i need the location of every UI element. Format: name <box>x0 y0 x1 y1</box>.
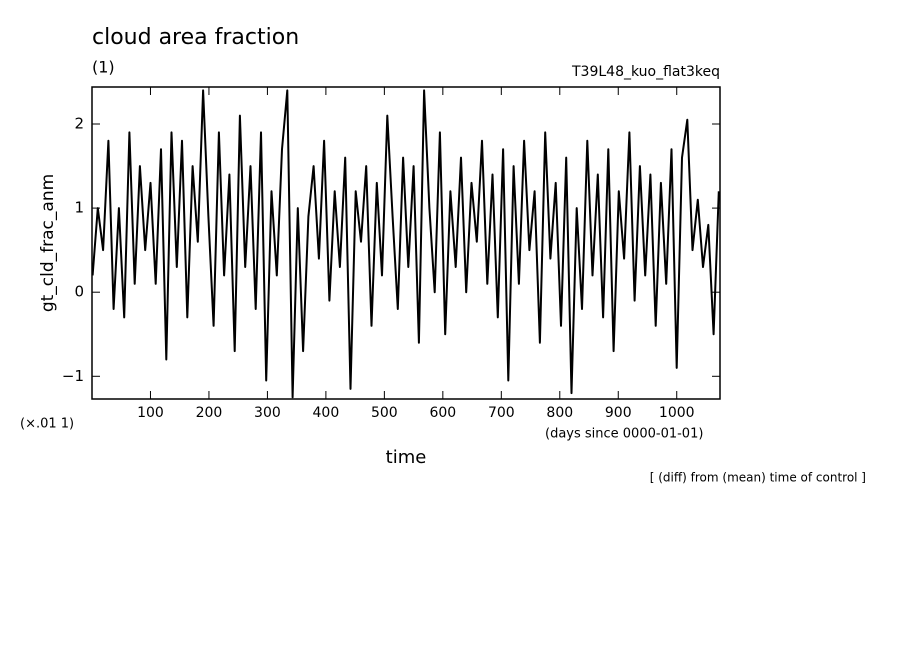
footnote: [ (diff) from (mean) time of control ] <box>650 471 866 485</box>
x-axis-label: time <box>386 447 427 468</box>
x-tick-label: 600 <box>429 405 456 421</box>
data-line <box>91 89 720 399</box>
x-unit: (days since 0000-01-01) <box>545 427 703 442</box>
y-tick-label: −1 <box>62 367 84 385</box>
x-tick-label: 800 <box>546 405 573 421</box>
chart-subtitle: (1) <box>92 58 115 77</box>
x-tick-label: 500 <box>371 405 398 421</box>
annotation: T39L48_kuo_flat3keq <box>571 64 720 80</box>
x-tick-label: 200 <box>196 405 223 421</box>
y-tick-label: 0 <box>74 283 84 301</box>
y-tick-label: 2 <box>74 115 84 133</box>
x-tick-label: 700 <box>488 405 515 421</box>
x-tick-label: 900 <box>605 405 632 421</box>
plot-frame <box>91 86 721 400</box>
x-tick-label: 1000 <box>659 405 695 421</box>
x-tick-label: 100 <box>137 405 164 421</box>
chart-title: cloud area fraction <box>92 25 299 50</box>
y-axis-label: gt_cld_frac_anm <box>38 174 58 312</box>
y-unit: (×.01 1) <box>20 417 74 432</box>
y-tick-label: 1 <box>74 199 84 217</box>
x-tick-label: 400 <box>313 405 340 421</box>
x-tick-label: 300 <box>254 405 281 421</box>
